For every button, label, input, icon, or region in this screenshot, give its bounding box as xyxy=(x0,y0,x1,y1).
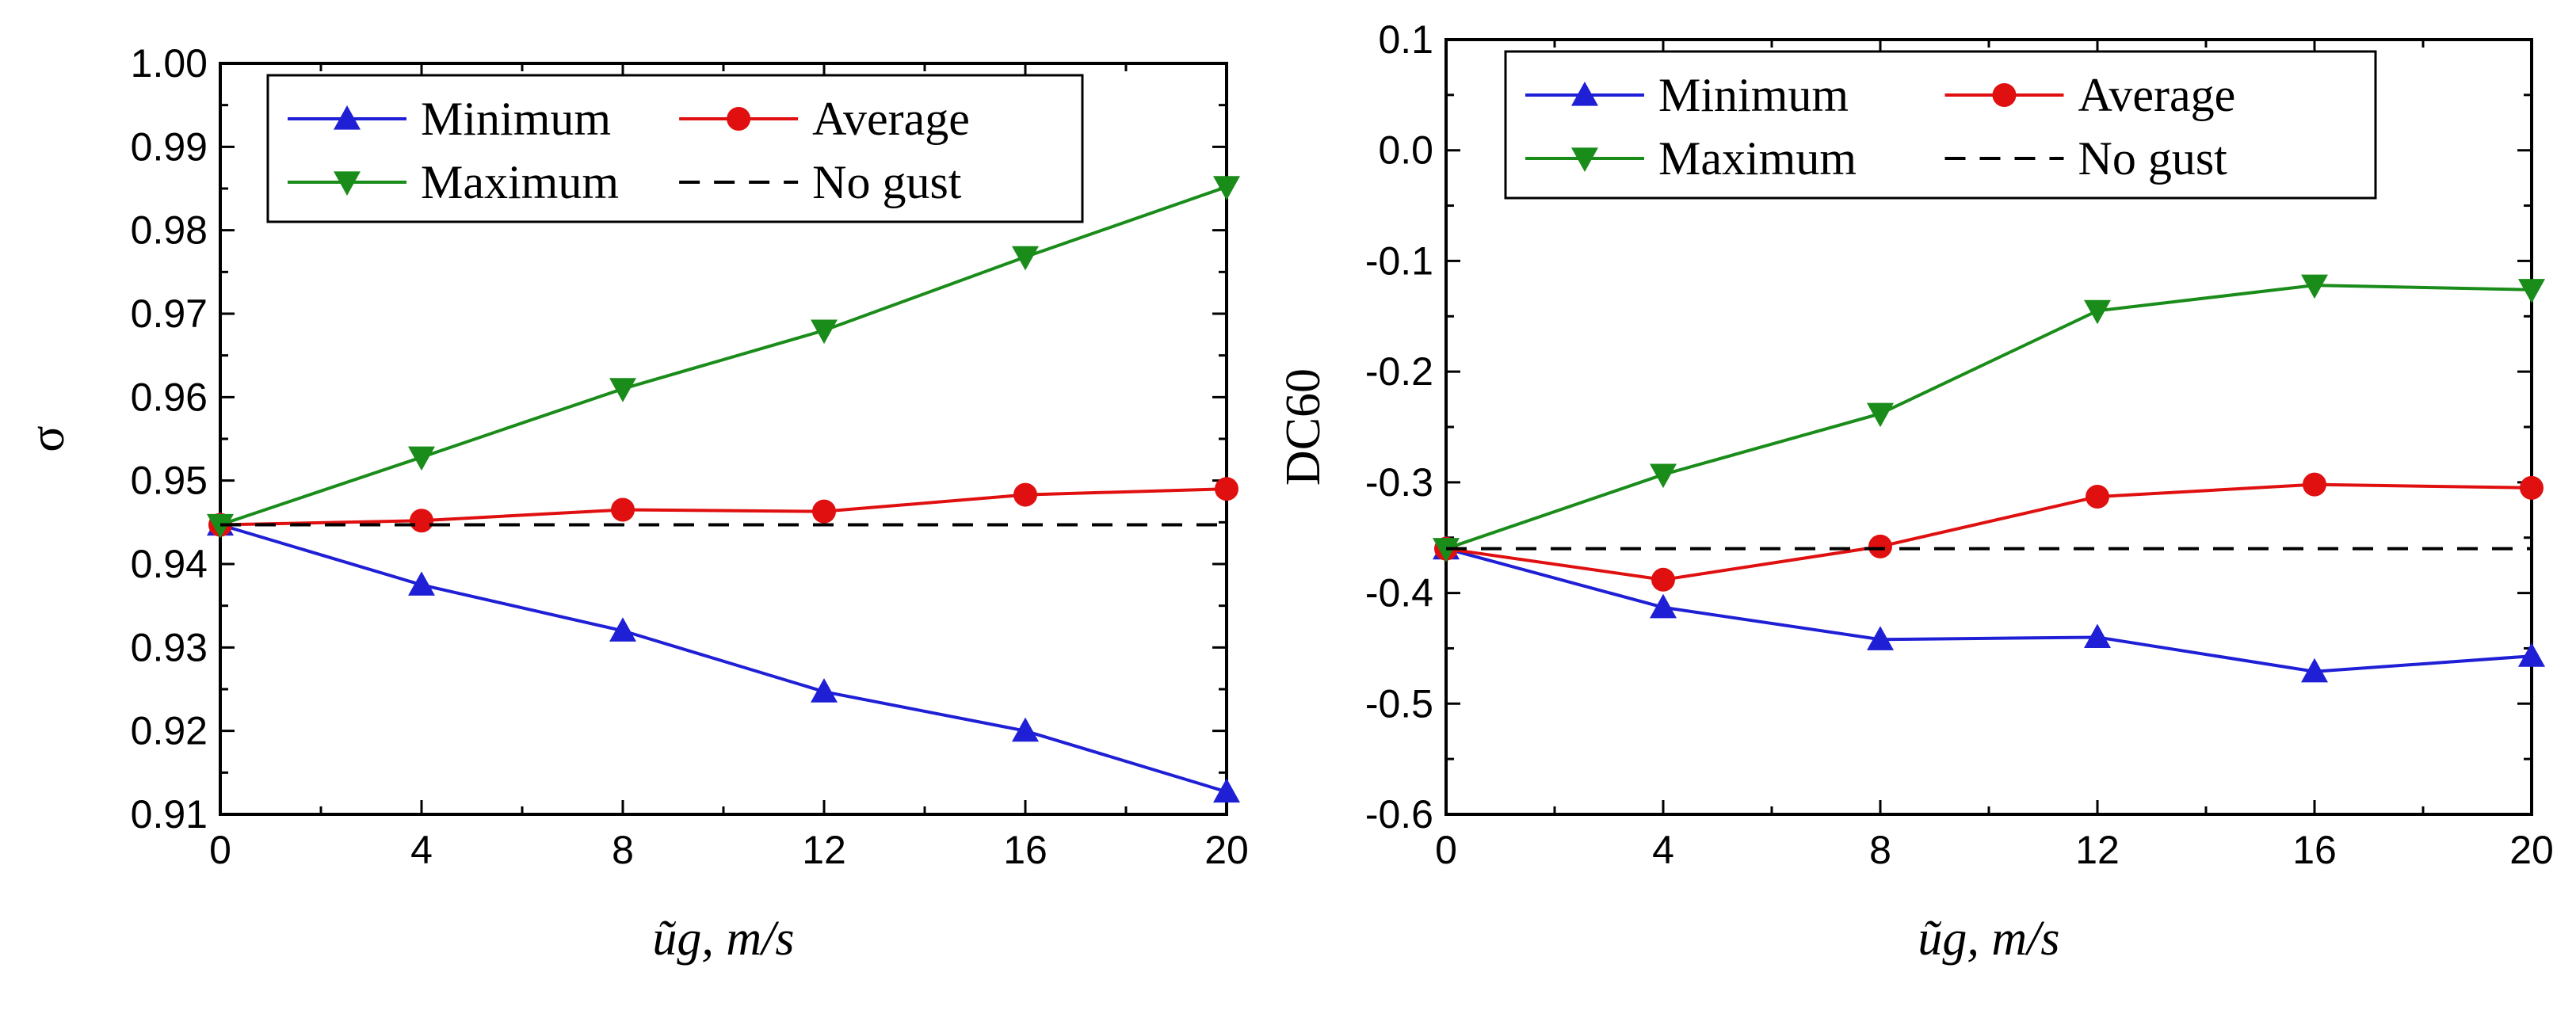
legend-marker xyxy=(1992,83,2017,107)
data-point xyxy=(812,499,836,524)
y-tick-label: 0.93 xyxy=(131,625,208,669)
data-point xyxy=(811,319,838,345)
legend-label: Minimum xyxy=(1658,69,1849,121)
series-line xyxy=(1445,482,2532,581)
y-tick-label: 0.95 xyxy=(131,459,208,503)
y-tick-label: 0.92 xyxy=(131,709,208,753)
y-tick-label: -0.4 xyxy=(1365,571,1433,616)
legend-box xyxy=(1504,50,2377,200)
series-minimum xyxy=(207,511,1240,803)
legend-box xyxy=(266,74,1084,223)
data-point xyxy=(1867,402,1894,428)
y-tick-label: 0.1 xyxy=(1378,17,1433,62)
legend-marker xyxy=(334,105,361,130)
data-point xyxy=(2303,472,2326,497)
series-line xyxy=(219,185,1227,527)
data-point xyxy=(1650,463,1677,489)
x-tick-label: 4 xyxy=(410,828,433,872)
data-point xyxy=(2084,623,2111,649)
series-line xyxy=(1445,284,2532,551)
data-point xyxy=(2086,485,2109,509)
legend-label: Minimum xyxy=(421,93,611,145)
legend: Minimum Average Maximum No gust xyxy=(266,74,1084,223)
x-tick-label: 8 xyxy=(1869,828,1891,872)
data-point xyxy=(408,446,435,471)
series-average xyxy=(1434,472,2544,592)
data-point xyxy=(1215,477,1238,501)
x-tick-label: 4 xyxy=(1652,828,1674,872)
legend: Minimum Average Maximum No gust xyxy=(1504,50,2377,200)
data-point xyxy=(2084,299,2111,325)
legend-label: Maximum xyxy=(421,156,619,208)
series-maximum xyxy=(207,176,1240,539)
data-point xyxy=(609,378,636,402)
y-tick-label: 0.94 xyxy=(131,542,208,586)
y-tick-label: 0.0 xyxy=(1378,128,1433,173)
y-tick-label: -0.5 xyxy=(1365,681,1433,726)
legend-label: Average xyxy=(2078,69,2235,121)
data-point xyxy=(2518,279,2545,303)
legend-marker xyxy=(727,107,751,131)
data-point xyxy=(1013,482,1037,507)
y-tick-label: 0.97 xyxy=(131,292,208,336)
x-axis-label: ũg, m/s xyxy=(1918,912,2059,966)
legend-marker xyxy=(1571,82,1598,106)
x-tick-label: 0 xyxy=(209,828,231,872)
legend-marker xyxy=(334,171,361,196)
legend-label: No gust xyxy=(812,156,962,208)
x-tick-label: 12 xyxy=(802,828,846,872)
chart-2: -0.6 -0.5 -0.4 -0.3 -0.2 -0.1 0.0 0.1 0 4 8 12 16 20 ũ… xyxy=(1277,17,2554,966)
legend-label: Maximum xyxy=(1658,132,1857,185)
data-point xyxy=(1867,626,1894,650)
data-point xyxy=(2301,657,2328,683)
y-axis-label: σ xyxy=(21,425,74,452)
chart-1: 0.91 0.92 0.93 0.94 0.95 0.96 0.97 0.98 0.99 1.00… xyxy=(21,41,1249,966)
series-line xyxy=(219,487,1227,527)
y-tick-label: -0.6 xyxy=(1365,792,1433,837)
y-tick-label: -0.1 xyxy=(1365,238,1433,283)
x-tick-label: 20 xyxy=(1204,828,1249,872)
series-minimum xyxy=(1433,535,2545,683)
data-point xyxy=(1213,176,1240,200)
data-point xyxy=(1213,778,1240,803)
series-line xyxy=(1445,547,2532,673)
data-point xyxy=(1012,246,1039,271)
y-tick-label: 0.98 xyxy=(131,208,208,253)
legend-marker xyxy=(1571,147,1598,172)
y-tick-label: 0.99 xyxy=(131,124,208,169)
y-tick-label: 0.96 xyxy=(131,375,208,419)
data-point xyxy=(1651,567,1675,592)
series-line xyxy=(219,523,1227,794)
data-point xyxy=(609,617,636,642)
data-point xyxy=(1012,717,1039,742)
y-tick-label: 1.00 xyxy=(131,41,208,86)
data-point xyxy=(2301,274,2328,299)
x-tick-label: 8 xyxy=(612,828,634,872)
data-point xyxy=(408,571,435,596)
data-point xyxy=(611,497,635,522)
x-tick-label: 12 xyxy=(2075,828,2120,872)
y-tick-label: -0.3 xyxy=(1365,460,1433,505)
data-point xyxy=(2520,475,2544,500)
data-point xyxy=(1868,534,1892,558)
x-tick-label: 20 xyxy=(2509,828,2554,872)
y-tick-label: -0.2 xyxy=(1365,349,1433,394)
y-tick-label: 0.91 xyxy=(131,792,208,837)
data-point xyxy=(410,509,433,533)
x-tick-label: 0 xyxy=(1435,828,1457,872)
x-tick-label: 16 xyxy=(1003,828,1048,872)
data-point xyxy=(1650,593,1677,619)
legend-label: No gust xyxy=(2078,132,2227,185)
series-average xyxy=(208,477,1238,537)
legend-label: Average xyxy=(812,93,970,145)
x-axis-label: ũg, m/s xyxy=(652,912,794,966)
y-axis-label: DC60 xyxy=(1277,368,1330,486)
x-tick-label: 16 xyxy=(2292,828,2337,872)
series-maximum xyxy=(1433,274,2545,562)
data-point xyxy=(811,678,838,703)
data-point xyxy=(2518,642,2545,667)
